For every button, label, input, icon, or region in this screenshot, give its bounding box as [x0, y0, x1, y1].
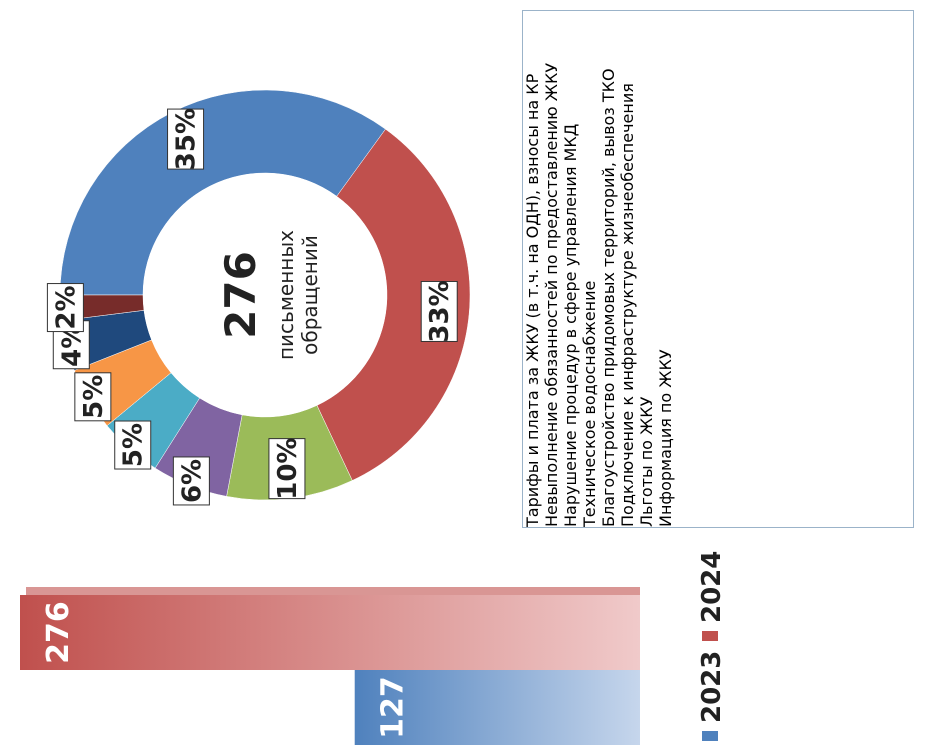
value-label: 5%: [79, 375, 109, 419]
bar: [354, 670, 640, 745]
value-label: 33%: [425, 280, 455, 342]
donut-hole: [143, 173, 387, 417]
value-label-box: [167, 108, 205, 170]
center-value: 276: [216, 251, 265, 339]
value-label-box: [114, 420, 152, 470]
legend-label: Невыполнение обязанностей по предоставле…: [542, 62, 561, 527]
legend-item: Подключение к инфраструктуре жизнеобеспе…: [618, 11, 637, 527]
value-label-box: [172, 456, 210, 506]
legend-swatch: [702, 631, 718, 641]
center-text: обращений: [298, 235, 322, 355]
value-label: 35%: [172, 108, 202, 170]
legend-label: Тарифы и плата за ЖКУ (в т.ч. на ОДН), в…: [523, 73, 542, 527]
bar-value-label: 127: [376, 676, 411, 739]
legend-label: Благоустройство придомовых территорий, в…: [599, 68, 618, 527]
value-label: 5%: [119, 423, 149, 467]
value-label-box: [74, 372, 112, 422]
value-label-box: [46, 283, 84, 333]
legend-item: Информация по ЖКУ: [656, 11, 675, 527]
legend-label: Нарушение процедур в сфере управления МК…: [561, 123, 580, 527]
legend-item: Невыполнение обязанностей по предоставле…: [542, 11, 561, 527]
bar-side: [26, 587, 640, 595]
value-label: 6%: [177, 459, 207, 503]
value-label-box: [420, 280, 458, 342]
bar: [20, 595, 640, 670]
legend-label: 2024: [697, 551, 727, 623]
bar-value-label: 276: [41, 601, 76, 664]
value-label: 10%: [273, 438, 303, 500]
legend-item: Льготы по ЖКУ: [637, 11, 656, 527]
legend-item: Благоустройство придомовых территорий, в…: [599, 11, 618, 527]
legend-label: 2023: [697, 651, 727, 723]
legend-swatch: [702, 731, 718, 741]
value-label: 2%: [51, 285, 81, 329]
legend-label: Льготы по ЖКУ: [637, 396, 656, 527]
legend-label: Техническое водоснабжение: [580, 280, 599, 527]
value-label-box: [268, 438, 306, 500]
legend: Тарифы и плата за ЖКУ (в т.ч. на ОДН), в…: [522, 10, 914, 528]
legend-label: Подключение к инфраструктуре жизнеобеспе…: [618, 83, 637, 527]
center-text: письменных: [274, 230, 298, 360]
legend-label: Информация по ЖКУ: [656, 349, 675, 527]
legend-item: Нарушение процедур в сфере управления МК…: [561, 11, 580, 527]
legend-item: Техническое водоснабжение: [580, 11, 599, 527]
legend-item: Тарифы и плата за ЖКУ (в т.ч. на ОДН), в…: [523, 11, 542, 527]
